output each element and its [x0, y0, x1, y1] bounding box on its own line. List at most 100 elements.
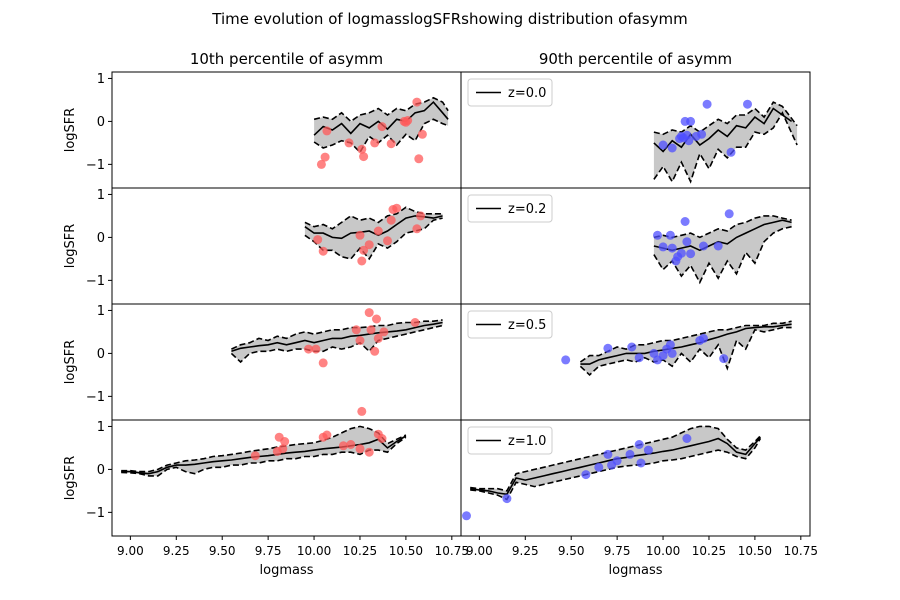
- lower-percentile-line: [313, 118, 449, 154]
- y-tick-label: 0: [97, 347, 105, 362]
- x-tick-label: 10.25: [692, 544, 726, 558]
- data-point: [346, 440, 356, 449]
- data-point: [627, 342, 637, 352]
- data-point: [386, 215, 396, 225]
- data-point: [359, 152, 369, 162]
- data-point: [702, 99, 712, 109]
- percentile-band: [653, 215, 792, 283]
- x-tick-label: 10.75: [435, 544, 469, 558]
- data-point: [686, 249, 696, 259]
- data-point: [653, 230, 662, 240]
- data-point: [667, 143, 677, 153]
- data-point: [713, 241, 723, 251]
- y-tick-label: 1: [97, 420, 105, 435]
- data-point: [355, 444, 365, 454]
- data-point: [462, 511, 471, 521]
- y-tick-label: −1: [86, 274, 105, 289]
- y-tick-label: −1: [86, 390, 105, 405]
- lower-percentile-line: [579, 326, 792, 376]
- data-point: [313, 235, 323, 245]
- y-axis-label: logSFR: [63, 340, 78, 385]
- panel-r1-left: −1 0 1 logSFR: [63, 187, 462, 305]
- figure-title: Time evolution of logmasslogSFRshowing d…: [211, 10, 687, 28]
- legend: z=0.0: [467, 78, 553, 107]
- panel-r3-left: −1 0 1 logSFR 9.00 9.25 9.50 9.75 10.00 10.25 10.5…: [63, 419, 469, 558]
- data-point: [318, 358, 328, 368]
- x-tick-label: 10.75: [784, 544, 818, 558]
- data-point: [344, 138, 354, 148]
- upper-percentile-line: [313, 96, 449, 123]
- data-point: [250, 451, 260, 461]
- data-point: [357, 256, 367, 266]
- panel-r2-left: −1 0 1 logSFR: [63, 303, 462, 421]
- percentile-band: [231, 319, 443, 362]
- data-point: [364, 240, 374, 250]
- data-point: [684, 136, 694, 146]
- data-point: [699, 333, 708, 343]
- data-point: [355, 336, 365, 345]
- data-point: [278, 444, 288, 454]
- column-title-left: 10th percentile of asymm: [190, 50, 383, 68]
- y-tick-label: −1: [86, 158, 105, 173]
- data-point: [680, 217, 690, 226]
- median-line: [580, 323, 792, 365]
- legend-box: [467, 310, 553, 339]
- data-point: [743, 99, 752, 109]
- panel-r1-right: z=0.2: [460, 187, 811, 305]
- data-point: [726, 147, 736, 157]
- x-tick-label: 9.75: [604, 544, 631, 558]
- legend-box: [467, 194, 553, 223]
- panel-frame: [111, 303, 462, 421]
- x-tick-label: 9.50: [209, 544, 236, 558]
- x-tick-label: 10.00: [297, 544, 331, 558]
- data-point: [357, 406, 367, 416]
- data-point: [667, 348, 677, 358]
- data-point: [412, 224, 422, 234]
- median-line: [231, 321, 443, 353]
- data-point: [603, 343, 613, 353]
- legend: z=0.2: [467, 194, 553, 223]
- x-tick-label: 9.00: [466, 544, 493, 558]
- percentile-band: [121, 426, 406, 476]
- data-point: [724, 209, 734, 219]
- data-point: [634, 353, 644, 363]
- panel-content: [230, 308, 443, 416]
- legend: z=0.5: [467, 310, 553, 339]
- y-tick-label: 1: [97, 72, 105, 87]
- data-point: [364, 447, 374, 457]
- data-point: [338, 441, 348, 451]
- data-point: [373, 226, 383, 236]
- data-point: [318, 246, 328, 256]
- y-tick-label: 1: [97, 304, 105, 319]
- data-point: [581, 470, 591, 480]
- data-point: [697, 129, 707, 139]
- data-point: [370, 138, 380, 148]
- data-point: [603, 449, 613, 459]
- legend-label: z=0.0: [508, 86, 546, 101]
- data-point: [377, 122, 387, 132]
- data-point: [351, 325, 361, 335]
- data-point: [612, 456, 622, 466]
- data-point: [392, 203, 402, 213]
- data-point: [665, 230, 675, 240]
- x-tick-label: 9.75: [255, 544, 282, 558]
- data-point: [625, 449, 635, 459]
- data-point: [373, 333, 383, 343]
- panel-content: [561, 320, 792, 376]
- upper-percentile-line: [470, 425, 761, 492]
- x-tick-label: 10.50: [389, 544, 423, 558]
- data-point: [643, 445, 653, 455]
- legend-box: [467, 426, 553, 455]
- data-point: [682, 237, 692, 247]
- legend-label: z=0.2: [508, 202, 546, 217]
- upper-percentile-line: [121, 425, 407, 473]
- data-point: [502, 494, 512, 504]
- data-point: [414, 154, 424, 164]
- panel-r2-right: z=0.5: [460, 303, 811, 421]
- data-point: [311, 344, 321, 354]
- data-point: [594, 462, 604, 472]
- data-point: [370, 346, 380, 356]
- data-point: [412, 97, 422, 107]
- data-point: [636, 458, 646, 468]
